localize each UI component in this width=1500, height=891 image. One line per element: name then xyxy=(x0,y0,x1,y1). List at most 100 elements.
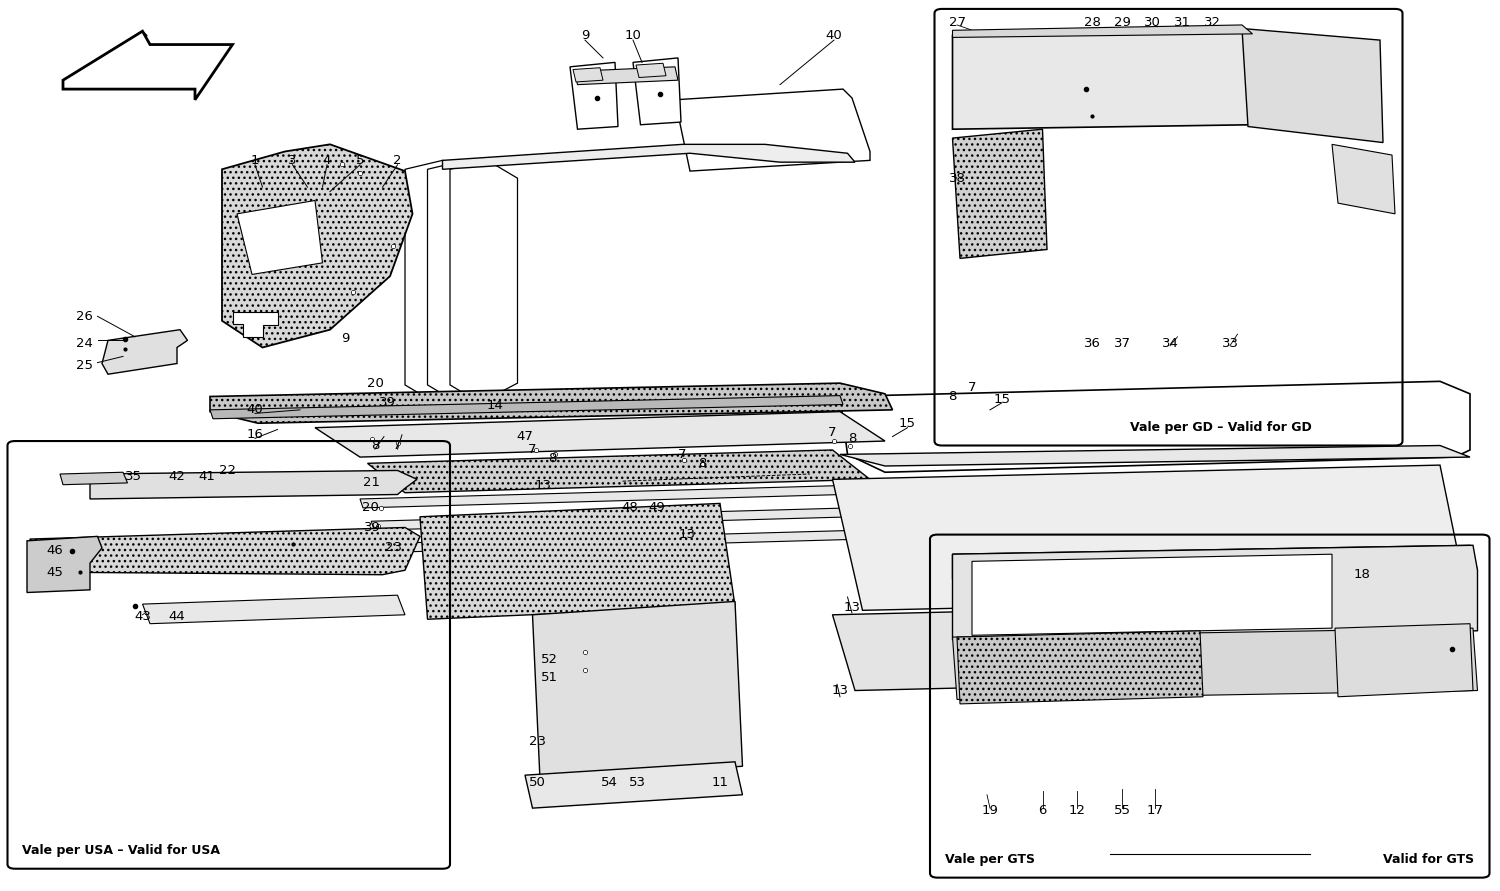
Text: 17: 17 xyxy=(1146,805,1164,817)
Text: 54: 54 xyxy=(600,776,618,789)
Text: 39: 39 xyxy=(363,521,381,534)
Text: 46: 46 xyxy=(46,544,63,557)
Polygon shape xyxy=(210,383,892,423)
Text: 9: 9 xyxy=(580,29,590,42)
Polygon shape xyxy=(427,160,495,403)
Text: 8: 8 xyxy=(548,453,556,465)
Polygon shape xyxy=(525,762,742,808)
Text: 44: 44 xyxy=(168,610,186,623)
Text: Vale per GD – Valid for GD: Vale per GD – Valid for GD xyxy=(1130,421,1311,434)
Polygon shape xyxy=(315,412,885,457)
Text: Valid for GTS: Valid for GTS xyxy=(1383,853,1474,866)
Polygon shape xyxy=(210,396,843,419)
Text: 20: 20 xyxy=(362,502,380,514)
Text: 38: 38 xyxy=(948,172,966,184)
Text: 13: 13 xyxy=(831,684,849,697)
Text: 21: 21 xyxy=(363,477,381,489)
Text: 11: 11 xyxy=(711,776,729,789)
Polygon shape xyxy=(840,381,1470,472)
Text: 18: 18 xyxy=(1353,568,1371,581)
Polygon shape xyxy=(952,129,1047,258)
Polygon shape xyxy=(633,58,681,125)
Text: 1: 1 xyxy=(251,154,260,167)
Text: 15: 15 xyxy=(898,417,916,429)
Polygon shape xyxy=(450,160,518,403)
Polygon shape xyxy=(63,31,147,85)
Text: 20: 20 xyxy=(366,377,384,389)
Text: 55: 55 xyxy=(1113,805,1131,817)
Polygon shape xyxy=(382,530,866,552)
Text: 5: 5 xyxy=(356,154,364,167)
Text: 19: 19 xyxy=(981,805,999,817)
Polygon shape xyxy=(574,67,678,85)
Polygon shape xyxy=(222,144,413,347)
Text: 35: 35 xyxy=(124,470,142,483)
Text: 16: 16 xyxy=(246,429,264,441)
Text: 40: 40 xyxy=(825,29,843,42)
Text: Vale per USA – Valid for USA: Vale per USA – Valid for USA xyxy=(22,844,220,857)
Polygon shape xyxy=(27,536,102,593)
Text: 7: 7 xyxy=(968,381,976,394)
Text: 7: 7 xyxy=(828,426,837,438)
Text: 43: 43 xyxy=(134,610,152,623)
Text: 53: 53 xyxy=(628,776,646,789)
Text: 7: 7 xyxy=(393,439,402,452)
Polygon shape xyxy=(102,330,188,374)
Polygon shape xyxy=(840,446,1470,466)
Polygon shape xyxy=(1332,144,1395,214)
Polygon shape xyxy=(442,144,855,169)
Text: 41: 41 xyxy=(198,470,216,483)
Text: 10: 10 xyxy=(624,29,642,42)
Text: 50: 50 xyxy=(528,776,546,789)
Text: 8: 8 xyxy=(948,390,957,403)
Polygon shape xyxy=(142,595,405,624)
Polygon shape xyxy=(1242,29,1383,143)
Polygon shape xyxy=(60,472,128,485)
Polygon shape xyxy=(952,545,1478,579)
Text: 23: 23 xyxy=(384,542,402,554)
Polygon shape xyxy=(368,450,870,493)
Text: 14: 14 xyxy=(486,399,504,412)
Text: 8: 8 xyxy=(847,432,856,445)
Polygon shape xyxy=(952,25,1252,37)
Text: 25: 25 xyxy=(76,359,93,372)
Text: 4: 4 xyxy=(322,154,332,167)
Polygon shape xyxy=(90,470,417,499)
Text: 30: 30 xyxy=(1143,16,1161,29)
Polygon shape xyxy=(232,312,278,337)
Text: 33: 33 xyxy=(1221,337,1239,349)
Text: 13: 13 xyxy=(678,528,696,541)
Polygon shape xyxy=(636,63,666,78)
Polygon shape xyxy=(570,62,618,129)
Text: Vale per GTS: Vale per GTS xyxy=(945,853,1035,866)
Text: 34: 34 xyxy=(1161,337,1179,349)
Polygon shape xyxy=(372,508,855,530)
Text: 9: 9 xyxy=(340,332,350,345)
Text: 32: 32 xyxy=(1203,16,1221,29)
Polygon shape xyxy=(573,68,603,82)
Text: 13: 13 xyxy=(843,601,861,614)
Text: 2: 2 xyxy=(393,154,402,167)
Polygon shape xyxy=(833,601,1418,691)
Text: 49: 49 xyxy=(648,502,666,514)
Polygon shape xyxy=(1335,624,1473,697)
Text: 48: 48 xyxy=(621,502,639,514)
Polygon shape xyxy=(237,200,322,274)
Text: 29: 29 xyxy=(1113,16,1131,29)
Polygon shape xyxy=(957,631,1203,704)
Polygon shape xyxy=(675,89,870,171)
Polygon shape xyxy=(972,554,1332,635)
Polygon shape xyxy=(30,527,420,575)
Text: 12: 12 xyxy=(1068,805,1086,817)
Text: 31: 31 xyxy=(1173,16,1191,29)
Text: 7: 7 xyxy=(678,448,687,461)
Text: 47: 47 xyxy=(516,430,534,443)
Text: 24: 24 xyxy=(76,337,93,349)
Text: 8: 8 xyxy=(370,439,380,452)
Polygon shape xyxy=(420,503,735,619)
Text: 40: 40 xyxy=(246,404,264,416)
Text: 51: 51 xyxy=(540,671,558,683)
Text: 45: 45 xyxy=(46,566,63,578)
Polygon shape xyxy=(952,628,1478,699)
Polygon shape xyxy=(360,486,843,508)
